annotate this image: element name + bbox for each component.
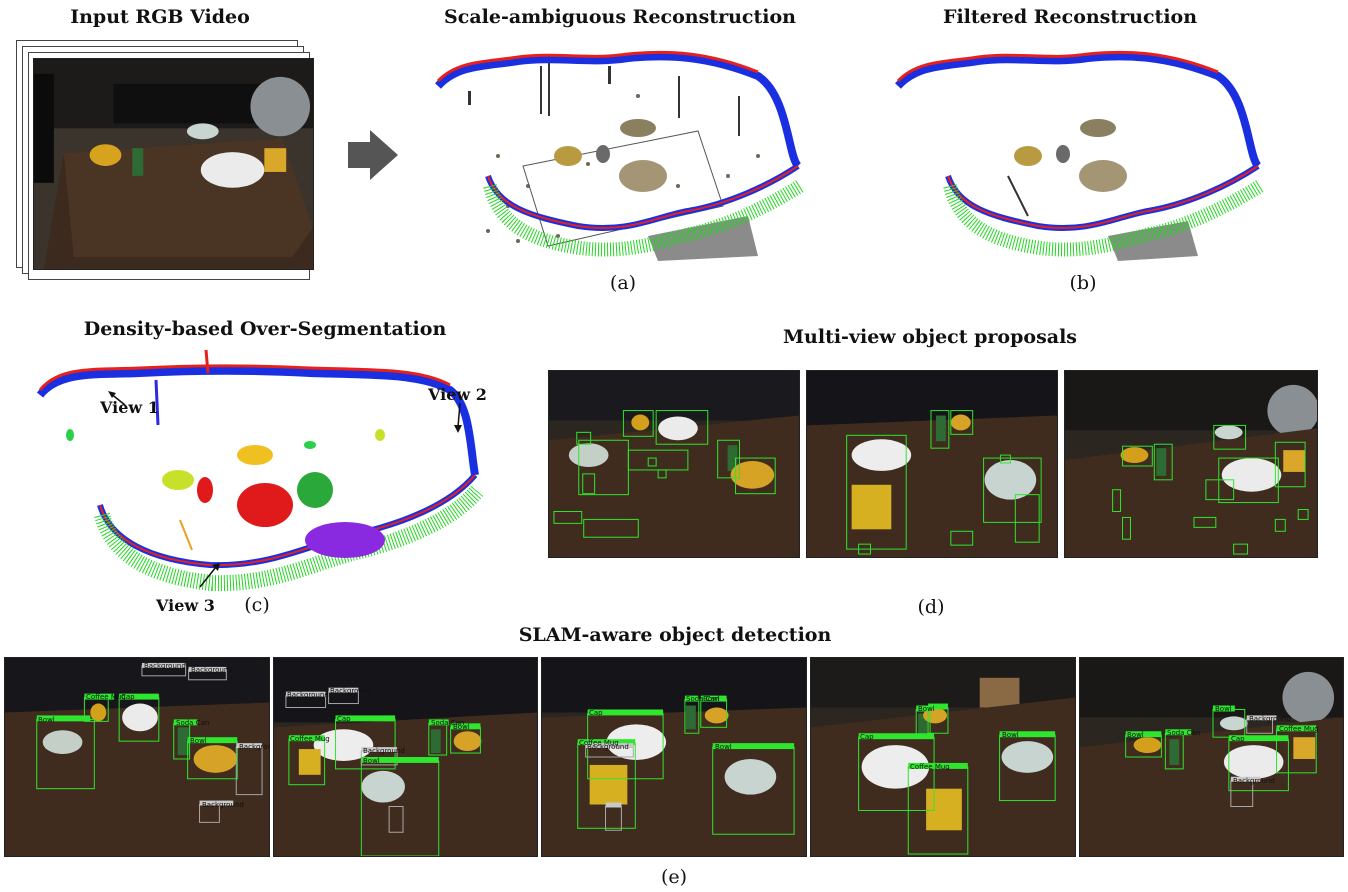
- caption-e: (e): [660, 866, 688, 888]
- det-label-bowl-10: Bowl: [1215, 705, 1232, 713]
- det-label-background-3: Background: [239, 743, 269, 751]
- det-label-bowl: Bowl: [38, 716, 55, 724]
- det-label-background-4: Background: [202, 801, 244, 809]
- det-label-background-2: Background: [191, 666, 233, 674]
- det-label-cap-3: Cap: [589, 709, 603, 717]
- det-label-background-7: Background: [363, 747, 405, 755]
- det-label-soda-can-4: Soda Can: [1167, 729, 1201, 737]
- caption-a: (a): [609, 272, 637, 294]
- detection-frame-5: Bowl Soda Can Bowl Cap Coffee Mug Backgr…: [1079, 657, 1344, 857]
- detection-frame-4: Cap Coffee Mug Bowl Bowl: [810, 657, 1076, 857]
- det-label-bowl-4: Bowl: [453, 723, 470, 731]
- filtered-reconstruction: [895, 50, 1264, 261]
- title-scale-ambiguous: Scale-ambiguous Reconstruction: [444, 6, 796, 28]
- det-label-cap-5: Cap: [1231, 735, 1245, 743]
- det-label-background-9: Background: [1249, 715, 1291, 723]
- det-label-coffee-mug: Coffee Mug: [86, 693, 126, 701]
- title-filtered: Filtered Reconstruction: [942, 6, 1198, 28]
- det-label-bowl-2: Bowl: [190, 737, 207, 745]
- det-label-coffee-mug-4: Coffee Mug: [910, 763, 950, 771]
- title-multiview: Multi-view object proposals: [783, 326, 1077, 348]
- scale-ambiguous-reconstruction: [435, 50, 804, 261]
- detection-frame-1: Bowl Coffee Mug Cap Soda Can Bowl Backgr…: [4, 657, 270, 857]
- det-label-soda-can-3: Soda Can: [686, 695, 720, 703]
- det-label-bowl-6: Bowl: [715, 743, 732, 751]
- det-label-background: Background: [144, 662, 186, 670]
- det-label-background-5: Background: [287, 691, 329, 699]
- det-label-soda-can-2: Soda Can: [431, 719, 465, 727]
- det-label-bowl-9: Bowl: [1127, 731, 1144, 739]
- caption-b: (b): [1069, 272, 1097, 294]
- det-label-cap-2: Cap: [337, 715, 351, 723]
- caption-c: (c): [244, 594, 270, 616]
- input-video-frame: [33, 58, 314, 270]
- view-3-label: View 3: [156, 596, 215, 615]
- detection-frame-2: Coffee Mug Cap Bowl Soda Can Bowl Backgr…: [273, 657, 538, 857]
- title-slam: SLAM-aware object detection: [518, 624, 832, 646]
- det-label-cap-4: Cap: [860, 733, 874, 741]
- arrow-icon: [348, 130, 398, 180]
- caption-d: (d): [917, 596, 945, 618]
- det-label-coffee-mug-5: Coffee Mug: [1279, 725, 1319, 733]
- det-label-cap: Cap: [121, 693, 135, 701]
- det-label-background-10: Background: [1233, 777, 1275, 785]
- det-label-bowl-3: Bowl: [363, 757, 380, 765]
- det-label-coffee-mug-2: Coffee Mug: [290, 735, 330, 743]
- det-label-background-6: Background: [330, 687, 372, 695]
- det-label-background-8: Background: [587, 743, 629, 751]
- proposal-view-1: [548, 370, 800, 558]
- det-label-soda-can: Soda Can: [176, 719, 210, 727]
- title-input-video: Input RGB Video: [70, 6, 250, 28]
- proposal-view-3: [1064, 370, 1318, 558]
- title-density: Density-based Over-Segmentation: [83, 318, 447, 340]
- det-label-bowl-5: Bowl: [703, 695, 720, 703]
- detection-frame-3: Cap Coffee Mug Soda Can Bowl Bowl Backgr…: [541, 657, 807, 857]
- det-label-bowl-8: Bowl: [1002, 731, 1019, 739]
- over-segmentation-plot: [36, 349, 484, 592]
- view-1-label: View 1: [100, 398, 159, 417]
- view-2-label: View 2: [428, 385, 487, 404]
- proposal-view-2: [806, 370, 1058, 558]
- det-label-coffee-mug-3: Coffee Mug: [579, 739, 619, 747]
- det-label-bowl-7: Bowl: [918, 705, 935, 713]
